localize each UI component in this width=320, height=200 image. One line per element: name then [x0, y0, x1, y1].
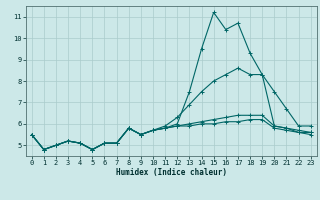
X-axis label: Humidex (Indice chaleur): Humidex (Indice chaleur) — [116, 168, 227, 177]
